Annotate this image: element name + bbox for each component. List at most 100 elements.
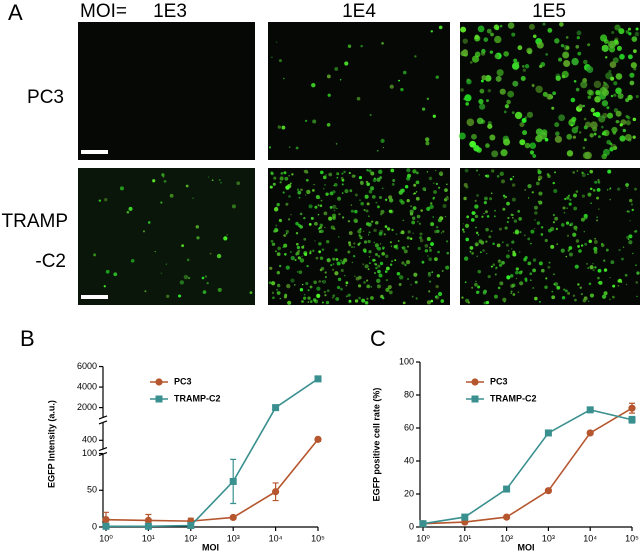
cell <box>366 169 369 172</box>
cell <box>283 77 285 80</box>
marker <box>586 429 594 437</box>
cell <box>288 146 291 148</box>
cell <box>318 227 321 229</box>
cell <box>574 298 577 302</box>
x-tick-label: 10⁵ <box>311 533 325 543</box>
cell <box>629 198 633 203</box>
cell <box>330 263 333 267</box>
cell <box>524 64 530 69</box>
cell <box>575 45 580 49</box>
cell <box>401 261 405 265</box>
cell <box>615 87 622 95</box>
cell <box>296 270 299 273</box>
cell <box>535 128 543 136</box>
cell <box>417 246 421 251</box>
cell <box>626 210 629 213</box>
cell <box>496 175 500 178</box>
cell <box>519 281 524 286</box>
cell <box>349 189 353 193</box>
cell <box>152 179 156 183</box>
cell <box>633 67 637 71</box>
cell <box>490 230 493 233</box>
marker <box>314 375 322 383</box>
cell <box>566 207 568 209</box>
cell <box>505 254 510 259</box>
cell <box>562 51 570 59</box>
cell <box>425 141 430 146</box>
cell <box>552 181 555 185</box>
cell <box>389 241 393 244</box>
cell <box>506 201 510 206</box>
cell <box>318 280 322 283</box>
cell <box>269 266 273 270</box>
cell <box>474 204 479 209</box>
cell <box>202 290 207 294</box>
cell <box>486 252 488 255</box>
cell <box>291 173 294 176</box>
panel-label: A <box>8 0 23 25</box>
cell <box>628 240 633 245</box>
cell <box>360 180 364 184</box>
cell <box>337 236 340 238</box>
marker <box>144 516 152 524</box>
marker <box>586 406 594 414</box>
cell <box>424 249 429 253</box>
cell <box>317 213 320 216</box>
cell <box>278 59 282 63</box>
cell <box>489 197 493 201</box>
cell <box>536 221 541 225</box>
cell <box>334 67 339 71</box>
cell <box>353 242 356 245</box>
cell <box>612 131 617 135</box>
cell <box>429 249 432 252</box>
cell <box>546 173 550 176</box>
cell <box>497 286 501 290</box>
cell <box>568 194 571 197</box>
cell <box>487 123 493 129</box>
cell <box>530 242 532 245</box>
cell <box>424 189 427 192</box>
cell <box>360 44 363 48</box>
cell <box>375 221 378 225</box>
cell <box>360 237 362 240</box>
legend-label: TRAMP-C2 <box>174 393 221 403</box>
legend-marker <box>471 378 479 386</box>
cell <box>334 248 338 252</box>
cell <box>504 226 508 230</box>
cell <box>492 263 496 267</box>
cell <box>510 283 515 288</box>
cell <box>427 255 429 257</box>
cell <box>181 244 185 248</box>
cell <box>318 250 322 254</box>
cell <box>376 149 379 152</box>
cell <box>297 190 302 195</box>
cell <box>401 246 406 250</box>
cell <box>385 278 388 282</box>
cell <box>506 221 509 224</box>
cell <box>367 239 371 244</box>
cell <box>368 169 372 173</box>
cell <box>294 252 297 255</box>
cell <box>477 234 480 236</box>
cell <box>597 179 600 182</box>
cell <box>538 300 541 303</box>
cell <box>375 201 378 204</box>
cell <box>377 264 381 268</box>
cell <box>519 122 525 128</box>
cell <box>552 221 556 224</box>
cell <box>276 202 280 207</box>
cell <box>437 291 443 297</box>
cell <box>505 243 509 247</box>
cell <box>494 54 500 59</box>
cell <box>480 240 485 245</box>
cell <box>578 249 582 253</box>
cell <box>630 62 637 69</box>
cell <box>515 277 518 280</box>
cell <box>499 24 503 28</box>
cell <box>464 223 470 228</box>
cell <box>537 175 543 180</box>
cell <box>596 216 598 218</box>
cell <box>475 280 477 282</box>
cell <box>556 285 561 290</box>
cell <box>282 246 284 249</box>
